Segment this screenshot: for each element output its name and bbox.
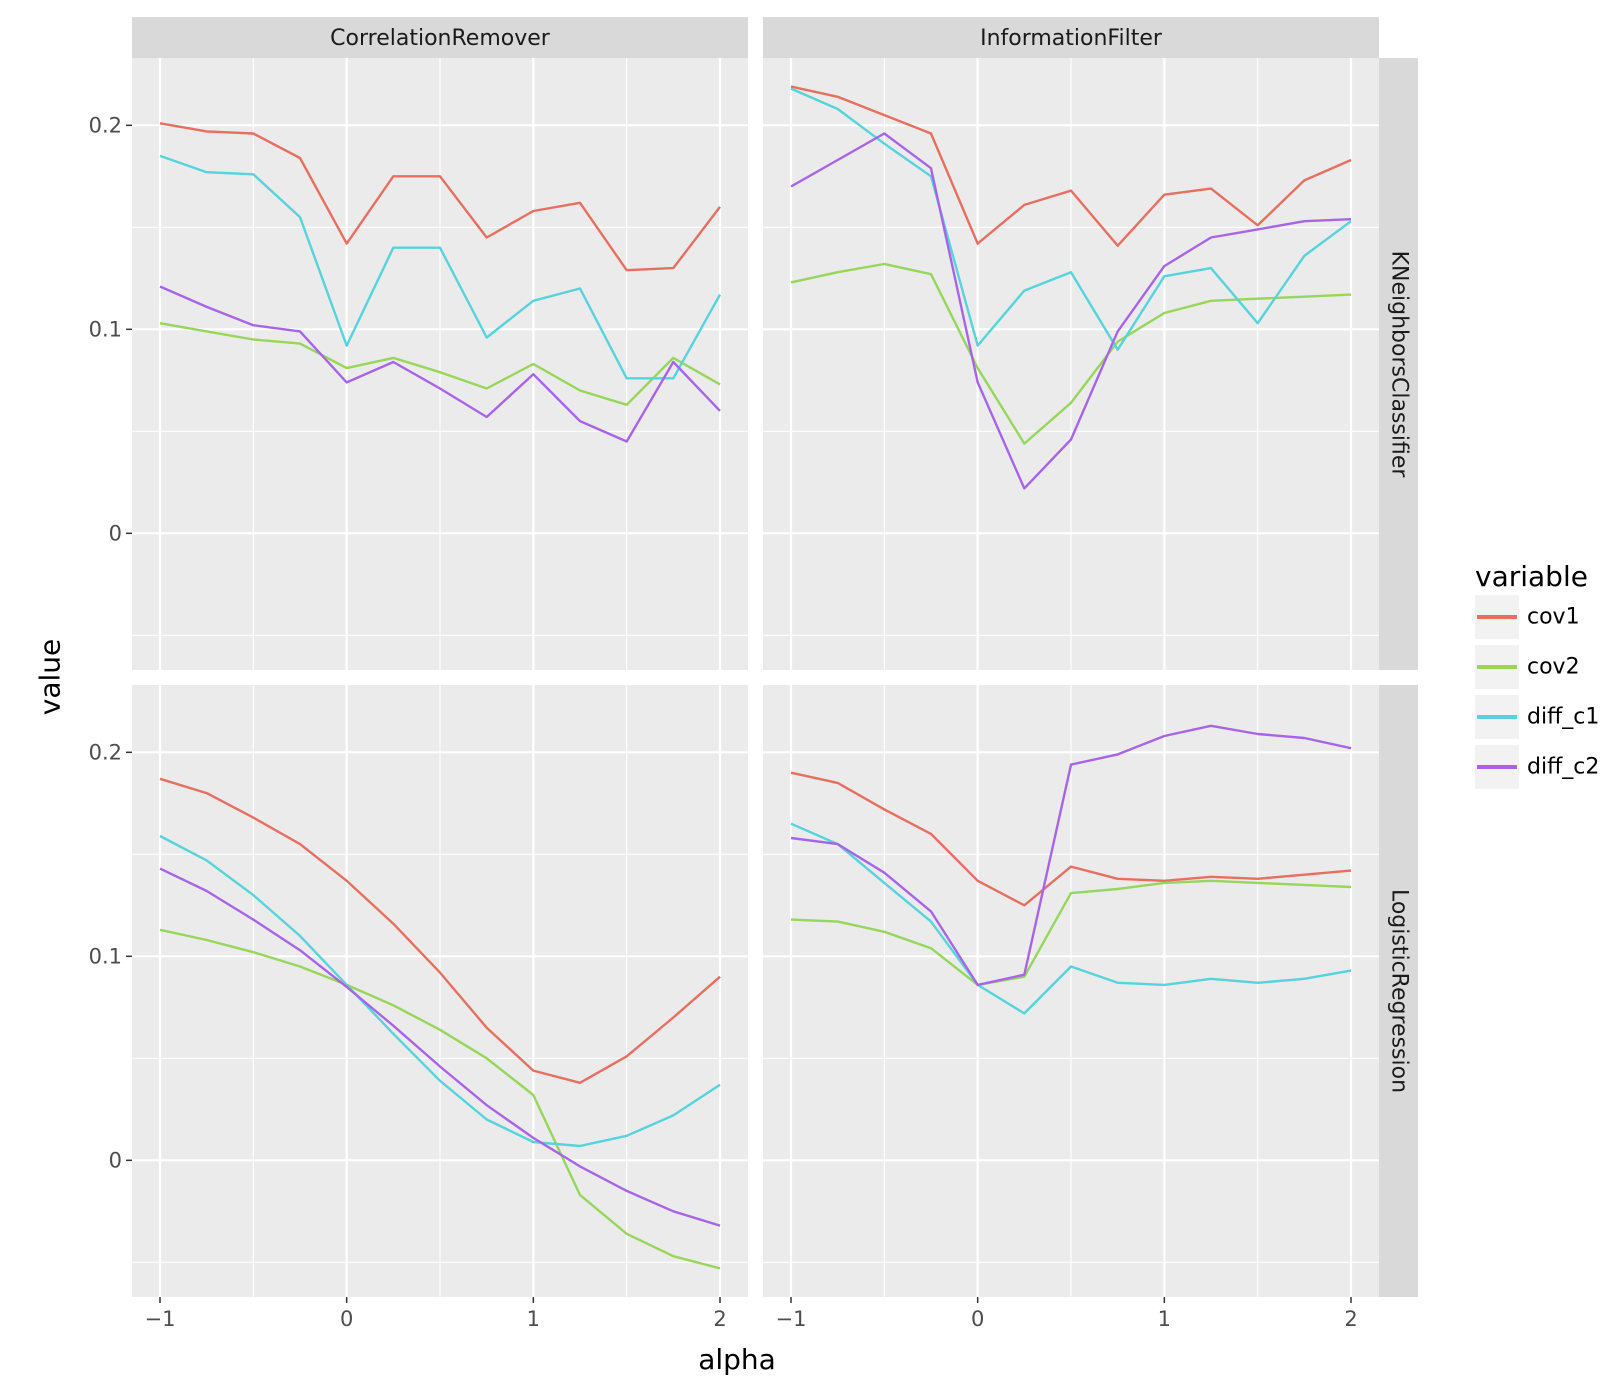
panel-CorrelationRemover-LogisticRegression	[132, 685, 748, 1297]
series-line-diff_c1	[790, 822, 1352, 1015]
legend-label: diff_c1	[1527, 705, 1599, 730]
row-strip	[1379, 685, 1418, 1297]
series-line-cov1	[790, 771, 1352, 907]
series-line-diff_c1	[159, 834, 721, 1148]
x-tick-label: 1	[1158, 1307, 1171, 1331]
panel-InformationFilter-LogisticRegression	[763, 685, 1379, 1297]
column-strip-label: CorrelationRemover	[330, 26, 551, 51]
legend-label: cov1	[1527, 605, 1580, 630]
x-tick-label: −1	[776, 1307, 807, 1331]
x-tick-label: 0	[971, 1307, 984, 1331]
series-line-cov2	[159, 322, 721, 406]
row-strip-label: LogisticRegression	[1387, 889, 1412, 1093]
series-line-diff_c2	[790, 132, 1352, 490]
y-tick-label: 0.2	[89, 113, 122, 137]
series-line-diff_c2	[159, 285, 721, 443]
series-line-cov2	[159, 928, 721, 1270]
column-strip-label: InformationFilter	[980, 26, 1163, 51]
series-line-cov1	[790, 85, 1352, 247]
panel-InformationFilter-KNeighborsClassifier	[763, 58, 1379, 670]
legend: variable cov1 cov2 diff_c1 diff_c2	[1475, 560, 1599, 789]
legend-label: diff_c2	[1527, 755, 1599, 780]
column-strip	[132, 17, 748, 58]
y-tick-label: 0	[109, 521, 122, 545]
row-strip-label: KNeighborsClassifier	[1387, 251, 1412, 479]
row-strip	[1379, 58, 1418, 670]
series-line-cov2	[790, 879, 1352, 987]
series-line-cov1	[159, 777, 721, 1085]
y-tick-label: 0.1	[89, 317, 122, 341]
x-axis-title: alpha	[698, 1343, 776, 1376]
series-line-cov1	[159, 122, 721, 272]
legend-title: variable	[1475, 560, 1588, 593]
series-line-cov2	[790, 262, 1352, 445]
y-tick-label: 0.2	[89, 740, 122, 764]
series-line-diff_c1	[790, 87, 1352, 351]
x-tick-label: 2	[713, 1307, 726, 1331]
y-axis-title: value	[34, 639, 67, 715]
x-tick-label: 0	[340, 1307, 353, 1331]
x-tick-label: −1	[145, 1307, 176, 1331]
x-tick-label: 1	[527, 1307, 540, 1331]
y-tick-label: 0.1	[89, 944, 122, 968]
series-line-diff_c1	[159, 154, 722, 380]
series-line-diff_c2	[790, 724, 1352, 987]
column-strip	[763, 17, 1379, 58]
y-tick-label: 0	[109, 1148, 122, 1172]
panel-CorrelationRemover-KNeighborsClassifier	[132, 58, 748, 670]
x-tick-label: 2	[1344, 1307, 1357, 1331]
legend-label: cov2	[1527, 655, 1580, 680]
series-line-diff_c2	[159, 867, 721, 1227]
